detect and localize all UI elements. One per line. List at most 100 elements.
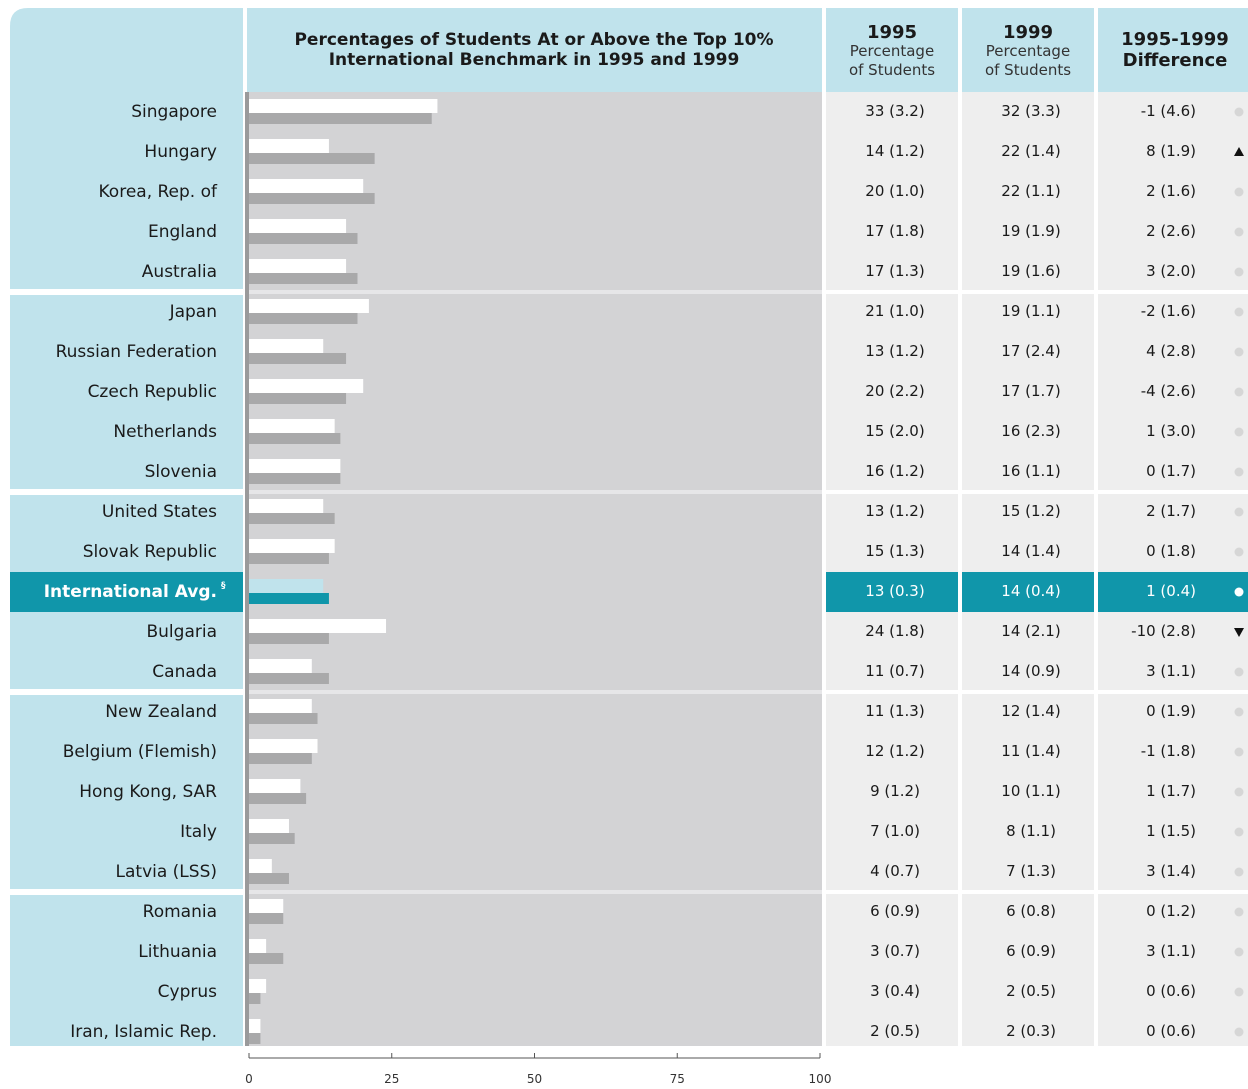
group-separator — [247, 690, 822, 694]
no-difference-dot-icon — [1234, 427, 1244, 437]
table-row: Czech Republic 20 (2.2) 17 (1.7) -4 (2.6) — [10, 372, 1248, 412]
cell-diff-bg — [1098, 572, 1248, 612]
value-1999: 16 (2.3) — [1001, 422, 1060, 440]
value-1995: 11 (1.3) — [865, 702, 924, 720]
value-1995: 24 (1.8) — [865, 622, 924, 640]
country-cell-bg — [10, 852, 243, 892]
no-difference-dot-icon — [1234, 107, 1244, 117]
value-1995: 11 (0.7) — [865, 662, 924, 680]
cell-diff-bg — [1098, 212, 1248, 252]
cell-diff-bg — [1098, 652, 1248, 692]
cell-diff-bg — [1098, 972, 1248, 1012]
value-diff: 0 (0.6) — [1146, 1022, 1196, 1040]
cell-1999-bg — [962, 132, 1094, 172]
value-1999: 15 (1.2) — [1001, 502, 1060, 520]
table-row: United States 13 (1.2) 15 (1.2) 2 (1.7) — [10, 492, 1248, 532]
plot-row-bg — [247, 972, 822, 1012]
value-diff: 0 (1.8) — [1146, 542, 1196, 560]
footnote-mark: § — [221, 581, 226, 591]
table-row: Cyprus 3 (0.4) 2 (0.5) 0 (0.6) — [10, 972, 1248, 1012]
increase-marker-icon — [1234, 147, 1244, 156]
value-1995: 3 (0.7) — [870, 942, 920, 960]
country-cell-bg — [10, 1012, 243, 1046]
cell-diff-bg — [1098, 372, 1248, 412]
header-left-panel — [10, 8, 243, 92]
bar-1995 — [249, 1019, 261, 1033]
bar-1999 — [249, 833, 295, 844]
cell-1995-bg — [826, 532, 958, 572]
country-label: Singapore — [131, 102, 217, 122]
value-1999: 7 (1.3) — [1006, 862, 1056, 880]
cell-1999-bg — [962, 332, 1094, 372]
country-label: Romania — [143, 902, 217, 922]
plot-row-bg — [247, 452, 822, 492]
value-diff: 1 (0.4) — [1146, 582, 1196, 600]
x-tick-label: 75 — [670, 1072, 685, 1086]
x-tick-label: 0 — [245, 1072, 253, 1086]
value-diff: 4 (2.8) — [1146, 342, 1196, 360]
country-cell-bg — [10, 172, 243, 212]
group-separator — [826, 890, 1248, 894]
cell-diff-bg — [1098, 92, 1248, 132]
value-1995: 9 (1.2) — [870, 782, 920, 800]
country-cell-bg — [10, 292, 243, 332]
cell-1999-bg — [962, 212, 1094, 252]
bar-1999 — [249, 193, 375, 204]
table-row: Bulgaria 24 (1.8) 14 (2.1) -10 (2.8) — [10, 612, 1248, 652]
table-row: Latvia (LSS) 4 (0.7) 7 (1.3) 3 (1.4) — [10, 852, 1248, 892]
chart-title-line1: Percentages of Students At or Above the … — [294, 30, 773, 50]
bar-1999 — [249, 1033, 261, 1044]
table-row: Italy 7 (1.0) 8 (1.1) 1 (1.5) — [10, 812, 1248, 852]
cell-diff-bg — [1098, 252, 1248, 292]
value-1995: 17 (1.3) — [865, 262, 924, 280]
no-difference-dot-icon — [1234, 227, 1244, 237]
plot-row-bg — [247, 132, 822, 172]
cell-1995-bg — [826, 692, 958, 732]
bar-1995 — [249, 99, 438, 113]
value-1999: 2 (0.3) — [1006, 1022, 1056, 1040]
country-cell-bg — [10, 692, 243, 732]
bar-1999 — [249, 273, 358, 284]
value-diff: 1 (3.0) — [1146, 422, 1196, 440]
country-label: Slovak Republic — [83, 542, 217, 562]
country-cell-bg — [10, 132, 243, 172]
cell-1995-bg — [826, 172, 958, 212]
header-diff-panel — [1098, 8, 1248, 92]
header-1995-panel — [826, 8, 958, 92]
bar-1995 — [249, 659, 312, 673]
country-cell-bg — [10, 572, 243, 612]
header-1999-panel — [962, 8, 1094, 92]
cell-1995-bg — [826, 252, 958, 292]
no-difference-dot-icon — [1234, 347, 1244, 357]
table-row: Slovak Republic 15 (1.3) 14 (1.4) 0 (1.8) — [10, 532, 1248, 572]
country-cell-bg — [10, 252, 243, 292]
bar-1999 — [249, 153, 375, 164]
country-label: Bulgaria — [147, 622, 218, 642]
x-tick-label: 100 — [809, 1072, 832, 1086]
country-label: Cyprus — [158, 982, 217, 1002]
cell-1995-bg — [826, 892, 958, 932]
value-1999: 14 (2.1) — [1001, 622, 1060, 640]
plot-row-bg — [247, 892, 822, 932]
value-1999: 14 (0.4) — [1001, 582, 1060, 600]
bar-1999 — [249, 233, 358, 244]
cell-1995-bg — [826, 932, 958, 972]
country-cell-bg — [10, 772, 243, 812]
value-1995: 16 (1.2) — [865, 462, 924, 480]
value-diff: 2 (1.7) — [1146, 502, 1196, 520]
table-row: Hong Kong, SAR 9 (1.2) 10 (1.1) 1 (1.7) — [10, 772, 1248, 812]
cell-1995-bg — [826, 612, 958, 652]
group-separator — [826, 690, 1248, 694]
cell-1999-bg — [962, 772, 1094, 812]
value-1995: 15 (1.3) — [865, 542, 924, 560]
value-1995: 33 (3.2) — [865, 102, 924, 120]
cell-1999-bg — [962, 732, 1094, 772]
cell-1995-bg — [826, 772, 958, 812]
country-label: Italy — [180, 822, 217, 842]
value-1999: 8 (1.1) — [1006, 822, 1056, 840]
value-diff: -10 (2.8) — [1131, 622, 1196, 640]
group-separator — [10, 289, 243, 295]
table-row: Canada 11 (0.7) 14 (0.9) 3 (1.1) — [10, 652, 1248, 692]
plot-row-bg — [247, 692, 822, 732]
country-cell-bg — [10, 532, 243, 572]
